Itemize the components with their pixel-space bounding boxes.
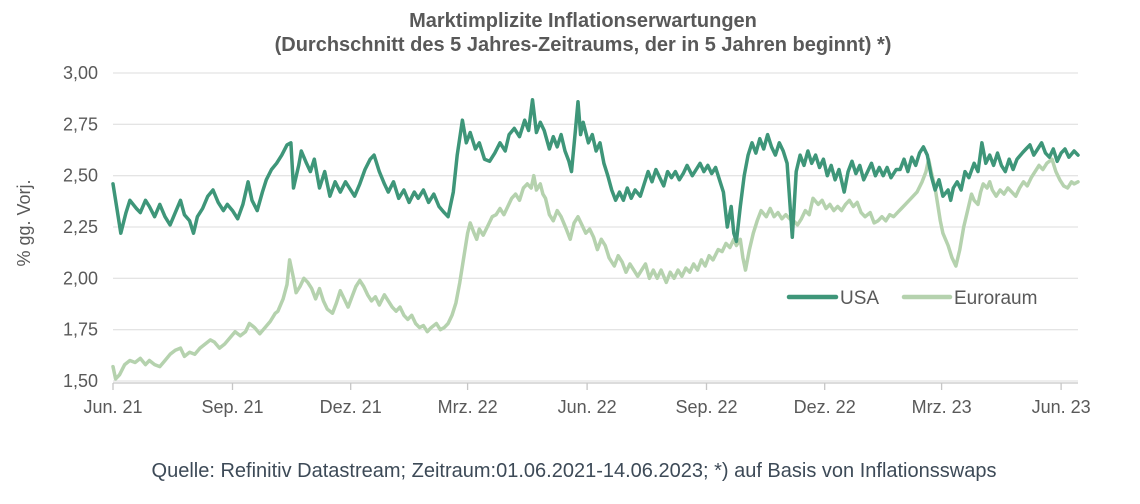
series-lines bbox=[111, 97, 1080, 381]
x-tick-label: Dez. 22 bbox=[794, 397, 856, 417]
legend: USA Euroraum bbox=[786, 288, 1037, 309]
x-tick-label: Mrz. 23 bbox=[912, 397, 972, 417]
x-tick-label: Jun. 21 bbox=[83, 397, 142, 417]
x-tick-label: Dez. 21 bbox=[320, 397, 382, 417]
euroraum-line bbox=[111, 157, 1080, 381]
chart-title: Marktimplizite Inflationserwartungen bbox=[409, 10, 757, 32]
y-tick-label: 1,50 bbox=[63, 371, 98, 391]
gridlines: 3,00 2,75 2,50 2,25 2,00 1,75 1,50 bbox=[63, 63, 1078, 391]
x-tick-label: Sep. 21 bbox=[201, 397, 263, 417]
y-axis-title: % gg. Vorj. bbox=[14, 179, 34, 266]
x-tick-label: Jun. 23 bbox=[1032, 397, 1091, 417]
x-axis: Jun. 21 Sep. 21 Dez. 21 Mrz. 22 Jun. 22 Sep. … bbox=[83, 382, 1091, 417]
x-tick-label: Sep. 22 bbox=[675, 397, 737, 417]
source-note: Quelle: Refinitiv Datastream; Zeitraum:0… bbox=[152, 460, 997, 482]
y-tick-label: 2,50 bbox=[63, 166, 98, 186]
chart-subtitle: (Durchschnitt des 5 Jahres-Zeitraums, de… bbox=[275, 34, 892, 56]
y-tick-label: 1,75 bbox=[63, 320, 98, 340]
y-tick-label: 2,75 bbox=[63, 114, 98, 134]
y-tick-label: 3,00 bbox=[63, 63, 98, 83]
legend-label-euroraum: Euroraum bbox=[954, 288, 1037, 309]
y-tick-label: 2,25 bbox=[63, 217, 98, 237]
x-tick-label: Mrz. 22 bbox=[438, 397, 498, 417]
x-tick-label: Jun. 22 bbox=[558, 397, 617, 417]
legend-label-usa: USA bbox=[840, 288, 879, 309]
usa-line bbox=[111, 97, 1080, 244]
y-tick-label: 2,00 bbox=[63, 268, 98, 288]
